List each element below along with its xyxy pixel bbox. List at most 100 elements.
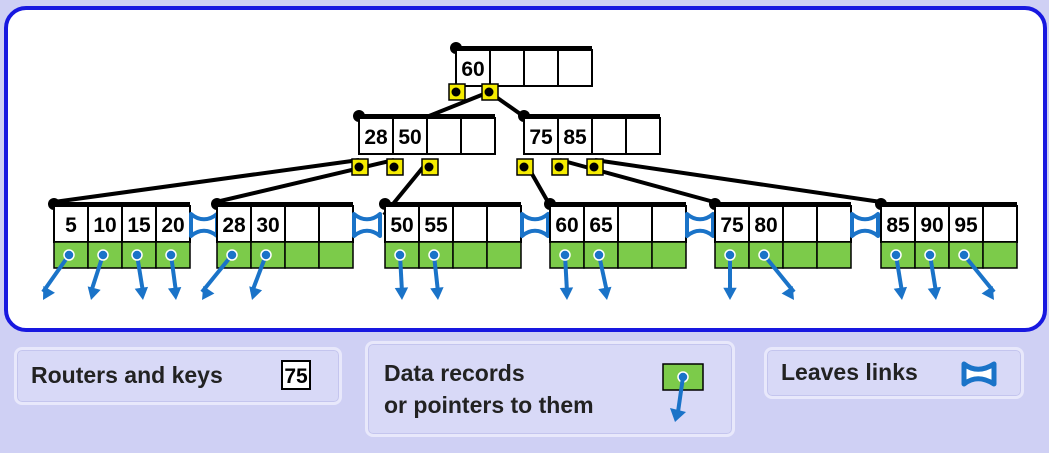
leaf-5-cell-3 [982,205,1018,243]
leaf-0-record-arrowhead-0 [43,286,55,300]
internal-node-1-key-0: 75 [529,126,553,149]
leaf-5-record-pointer-1 [928,254,938,293]
leaf-0-record-dot-1 [97,249,109,261]
internal-0-router-1-dot [389,162,399,172]
leaf-0-record-arrowhead-1 [87,286,101,300]
leaf-5-record-dot-1 [924,249,936,261]
b-plus-tree-diagram: 60 28 50 75 85 5 10 15 20 28 30 50 55 60 65 75 80 85 90 95 [41,42,1018,300]
leaf-4-record-arrowhead-1 [781,286,794,300]
tree-edge-2 [53,158,360,204]
leaf-3-record-arrowhead-1 [598,286,612,300]
leaf-2-record-arrowhead-1 [430,287,444,300]
leaf-1-record-2 [284,241,320,269]
leaf-4-record-2 [782,241,818,269]
leaf-3-record-arrowhead-0 [559,287,574,300]
leaf-5-record-3 [982,241,1018,269]
leaf-link-icon [961,361,997,387]
internal-node-0-key-1: 50 [398,126,421,149]
leaf-0-record-arrowhead-3 [167,287,182,300]
leaf-link-3-to-4 [685,212,715,238]
leaf-2-record-dot-0 [394,249,406,261]
leaf-4-cell-2 [782,205,818,243]
internal-node-0-cell-0 [358,117,394,155]
leaf-5-key-2: 95 [954,214,978,237]
leaf-0-cell-0 [53,205,89,243]
legend-routers: Routers and keys 75 [14,347,342,405]
root-node-cell-3 [557,49,593,87]
leaf-3-cell-2 [617,205,653,243]
leaf-1-cell-2 [284,205,320,243]
leaf-3-record-pointer-1 [597,254,609,293]
leaf-5-record-arrowhead-2 [981,286,994,300]
leaf-4-key-0: 75 [720,214,744,237]
leaf-2-record-pointer-0 [398,254,404,293]
leaf-1-record-pointer-0 [200,253,234,294]
internal-1-router-0-dot [519,162,529,172]
internal-0-router-0-dot [354,162,364,172]
leaf-2-record-dot-1 [428,249,440,261]
legend-routers-label: Routers and keys [31,362,223,388]
legend-records: Data records or pointers to them [365,341,735,437]
leaf-0-record-arrowhead-2 [134,286,149,300]
leaf-3-record-pointer-0 [563,254,569,293]
leaf-link-2-to-3 [520,212,550,238]
leaf-3-cell-3 [651,205,687,243]
leaf-4-record-3 [816,241,852,269]
b-plus-tree-panel: 60 28 50 75 85 5 10 15 20 28 30 50 55 60 65 75 80 85 90 95 [4,6,1047,332]
leaf-5-record-arrowhead-1 [927,286,942,300]
leaf-0-key-3: 20 [161,214,184,237]
leaf-5-record-arrowhead-0 [893,286,908,300]
internal-0-router-2-dot [424,162,434,172]
internal-node-1-cell-3 [625,117,661,155]
leaf-5-record-dot-0 [890,249,902,261]
leaf-2-record-2 [452,241,488,269]
tree-edge-6 [559,158,715,204]
leaf-1-cell-3 [318,205,354,243]
legend-record-icon [662,363,704,422]
leaf-2-cell-0 [384,205,420,243]
internal-node-0-cell-1 [392,117,428,155]
leaf-0-record-pointer-1 [89,254,105,293]
leaf-3-record-dot-0 [559,249,571,261]
leaf-0-key-0: 5 [65,214,77,237]
root-router-0-dot [451,87,461,97]
leaf-5-record-pointer-2 [962,253,996,294]
leaf-3-key-1: 65 [589,214,613,237]
leaf-2-record-3 [486,241,522,269]
leaf-link-1-to-2 [352,212,382,238]
leaf-5-record-pointer-0 [894,254,904,293]
leaf-2-record-arrowhead-0 [394,287,409,300]
leaf-3-record-3 [651,241,687,269]
leaf-2-cell-2 [452,205,488,243]
leaf-0-record-pointer-0 [41,253,71,294]
legend-records-line2: or pointers to them [384,392,594,418]
leaf-5-record-dot-2 [958,249,970,261]
legend-router-key-sample: 75 [281,360,311,390]
leaf-1-record-pointer-1 [250,254,268,293]
internal-1-router-2-dot [589,162,599,172]
leaf-5-key-1: 90 [920,214,943,237]
leaf-4-record-arrowhead-0 [723,287,737,300]
leaf-3-key-0: 60 [555,214,578,237]
leaf-4-record-pointer-1 [762,253,796,294]
leaf-0-record-dot-2 [131,249,143,261]
leaf-0-key-2: 15 [127,214,151,237]
leaf-5-key-0: 85 [886,214,910,237]
leaf-2-key-0: 50 [390,214,413,237]
leaf-4-key-1: 80 [754,214,777,237]
internal-1-router-1-dot [554,162,564,172]
internal-node-0-cell-2 [426,117,462,155]
leaf-1-record-arrowhead-1 [249,286,263,300]
internal-node-0-key-0: 28 [364,126,388,149]
leaf-1-cell-0 [216,205,252,243]
internal-node-1-key-1: 85 [563,126,587,149]
leaf-2-cell-1 [418,205,454,243]
legend-leaf-links: Leaves links [764,347,1024,399]
legend-records-line1: Data records [384,360,525,386]
leaf-1-key-1: 30 [256,214,279,237]
leaf-0-record-dot-3 [165,249,177,261]
leaf-link-4-to-5 [850,212,880,238]
root-node-cell-0 [455,49,491,87]
root-router-1-dot [484,87,494,97]
leaf-1-record-dot-1 [260,249,272,261]
